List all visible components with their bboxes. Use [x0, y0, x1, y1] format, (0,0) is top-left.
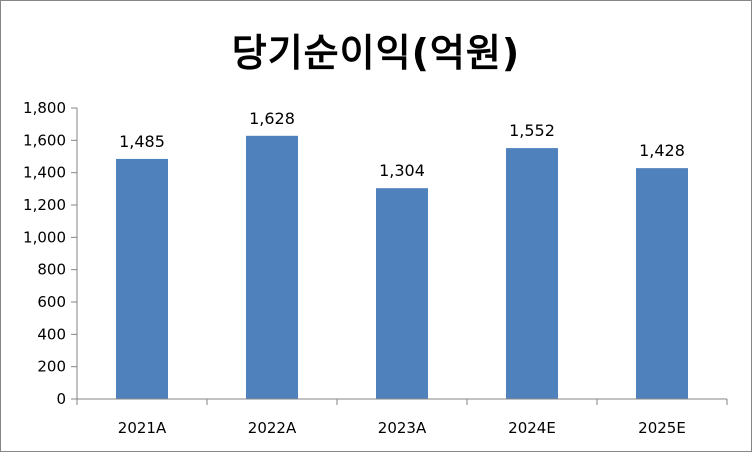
bar-2025E — [636, 168, 688, 399]
data-label-2024E: 1,552 — [509, 121, 555, 140]
y-tick-label: 1,200 — [23, 196, 66, 214]
data-label-2023A: 1,304 — [379, 161, 425, 180]
y-axis-ticks: 0 200 400 600 800 1,000 1,200 1,400 1,600 1,800 — [23, 99, 77, 408]
bar-2024E — [506, 148, 558, 399]
bars — [116, 135, 688, 399]
y-tick-label: 800 — [37, 261, 66, 279]
y-tick-label: 1,600 — [23, 131, 66, 149]
y-tick-label: 1,000 — [23, 228, 66, 246]
y-tick-label: 1,400 — [23, 164, 66, 182]
y-tick-label: 400 — [37, 325, 66, 343]
bar-2022A — [246, 135, 298, 399]
chart-title: 당기순이익(억원) — [231, 31, 521, 75]
x-tick-label: 2022A — [248, 419, 297, 437]
data-label-2021A: 1,485 — [119, 132, 165, 151]
x-tick-label: 2025E — [638, 419, 686, 437]
x-tick-label: 2023A — [378, 419, 427, 437]
y-tick-label: 600 — [37, 293, 66, 311]
bar-2023A — [376, 188, 428, 399]
bar-2021A — [116, 158, 168, 399]
y-tick-label: 1,800 — [23, 99, 66, 117]
y-tick-label: 0 — [56, 390, 66, 408]
x-tick-label: 2021A — [118, 419, 167, 437]
x-axis-ticks: 2021A 2022A 2023A 2024E 2025E — [76, 399, 728, 437]
data-label-2025E: 1,428 — [639, 141, 685, 160]
data-label-2022A: 1,628 — [249, 109, 295, 128]
data-labels: 1,485 1,628 1,304 1,552 1,428 — [119, 109, 685, 180]
x-tick-label: 2024E — [508, 419, 556, 437]
y-tick-label: 200 — [37, 358, 66, 376]
